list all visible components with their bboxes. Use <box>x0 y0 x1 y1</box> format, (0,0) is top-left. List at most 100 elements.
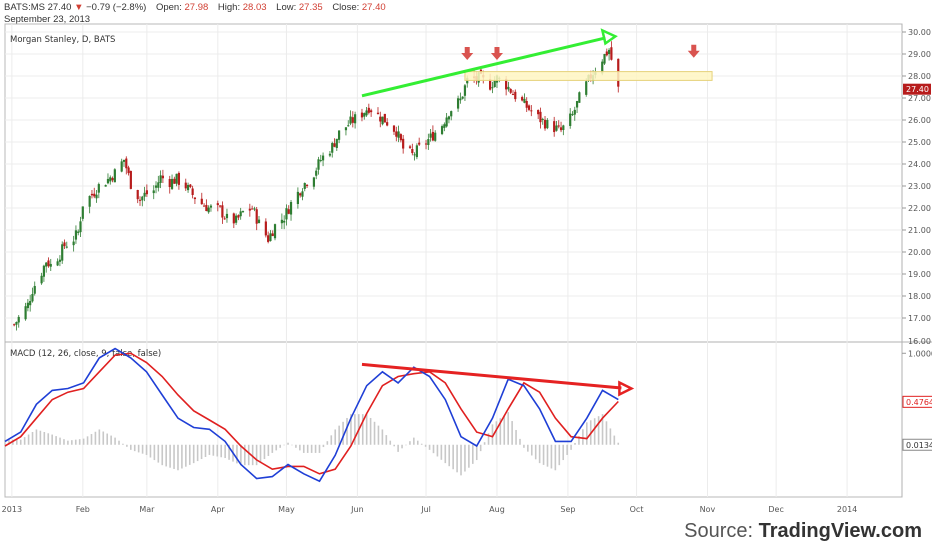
candle-body <box>40 275 43 284</box>
histogram-bar <box>346 417 348 445</box>
macd-pane-title: MACD (12, 26, close, 9, false, false) <box>10 349 161 359</box>
histogram-bar <box>153 444 156 461</box>
candle-body <box>175 173 178 184</box>
candle-body <box>157 182 160 188</box>
candle-body <box>418 142 421 145</box>
candle-body <box>493 80 496 88</box>
histogram-bar <box>373 421 376 445</box>
candle-body <box>397 131 400 138</box>
histogram-bar <box>542 444 545 465</box>
candle-body <box>367 107 370 113</box>
histogram-bar <box>448 444 451 467</box>
candle-body <box>49 263 52 267</box>
candle-body <box>77 231 80 233</box>
candle-body <box>122 159 126 162</box>
histogram-bar <box>243 444 246 466</box>
candle-body <box>456 98 460 109</box>
candle-body <box>15 321 18 325</box>
price-tick-label: 18.00 <box>908 292 931 301</box>
histogram-bar <box>287 442 289 445</box>
x-tick-label: Jun <box>350 505 364 514</box>
candle-body <box>95 194 98 199</box>
candle-body <box>546 120 549 129</box>
macd-value-badge <box>902 438 932 451</box>
candle-body <box>237 215 240 218</box>
histogram-bar <box>200 444 203 460</box>
resistance-zone <box>464 71 713 81</box>
candle-body <box>537 110 540 115</box>
histogram-bar <box>161 444 164 466</box>
candle-body <box>376 112 380 114</box>
histogram-bar <box>483 442 486 445</box>
candle-body <box>170 178 174 189</box>
histogram-bar <box>354 414 356 445</box>
histogram-bar <box>208 444 211 455</box>
histogram-bar <box>381 429 384 445</box>
histogram-bar <box>326 441 329 445</box>
histogram-bar <box>530 444 533 456</box>
candle-body <box>152 190 155 194</box>
candle-body <box>31 293 34 302</box>
histogram-bar <box>271 444 274 453</box>
histogram-bar <box>534 444 537 460</box>
candle-body <box>578 92 581 103</box>
candle-body <box>521 97 524 101</box>
candle-body <box>111 178 114 181</box>
histogram-bar <box>397 444 399 452</box>
candle-body <box>33 285 36 294</box>
plot-frame <box>4 23 903 498</box>
down-arrow-marker-icon <box>687 44 700 58</box>
histogram-bar <box>523 444 525 448</box>
candle-body <box>514 91 517 100</box>
histogram-bar <box>78 439 81 445</box>
candle-body <box>45 262 48 267</box>
candle-body <box>415 145 418 158</box>
candle-body <box>489 78 492 90</box>
histogram-bar <box>114 437 116 445</box>
histogram-bar <box>275 444 278 451</box>
candle-body <box>255 209 258 224</box>
histogram-bar <box>574 442 576 445</box>
candle-body <box>450 111 453 117</box>
price-tick-label: 21.00 <box>908 226 931 235</box>
histogram-bar <box>428 444 431 450</box>
candle-body <box>168 178 171 188</box>
candle-body <box>79 221 82 233</box>
histogram-bar <box>566 444 568 455</box>
close-label: Close: <box>332 2 360 13</box>
close-value: 27.40 <box>361 2 386 13</box>
candle-body <box>337 130 341 140</box>
macd-line <box>4 347 619 483</box>
candle-body <box>257 219 261 224</box>
candle-body <box>585 81 588 95</box>
histogram-bar <box>181 444 183 469</box>
histogram-bar <box>39 430 42 445</box>
red-arrow-head <box>618 380 635 397</box>
histogram-bar <box>63 439 65 445</box>
candle-body <box>399 134 402 141</box>
histogram-bar <box>255 444 258 466</box>
histogram-bar <box>377 425 380 445</box>
price-tick-label: 17.00 <box>908 314 931 323</box>
x-tick-label: Sep <box>560 505 575 514</box>
histogram-bar <box>468 444 470 468</box>
price-tick-label: 30.00 <box>908 28 931 37</box>
candle-body <box>541 118 544 120</box>
histogram-bar <box>409 441 411 445</box>
candles <box>13 41 620 331</box>
x-tick-label: Dec <box>768 505 783 514</box>
histogram-bar <box>23 437 26 445</box>
histogram-bar <box>479 444 482 452</box>
histogram-bar <box>106 433 109 445</box>
down-arrow-marker-icon <box>490 47 503 60</box>
x-tick-label: Jul <box>420 505 431 514</box>
histogram-bar <box>145 444 148 455</box>
source-prefix: Source: <box>684 520 754 542</box>
candle-body <box>530 110 533 112</box>
histogram-bar <box>4 439 6 445</box>
candle-body <box>557 125 560 127</box>
histogram-bar <box>94 431 97 445</box>
candle-body <box>285 208 288 220</box>
green-trend-arrow <box>361 36 606 98</box>
